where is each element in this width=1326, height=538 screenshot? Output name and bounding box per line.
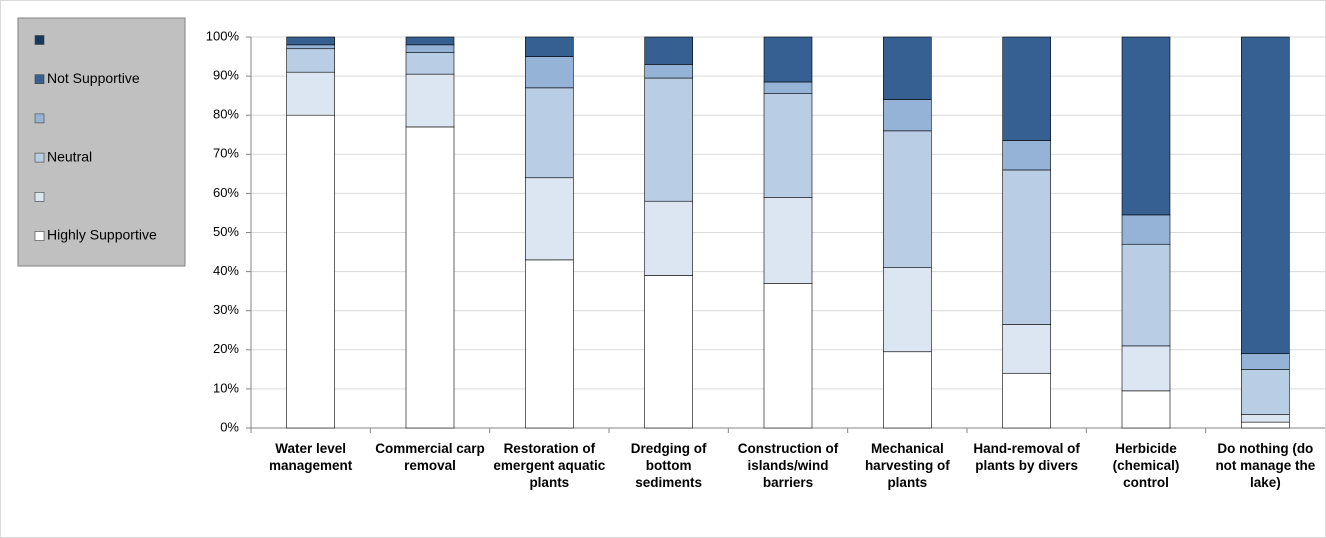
bar-segment — [1241, 369, 1290, 415]
y-tick-label: 10% — [213, 380, 239, 395]
legend-box — [17, 17, 186, 267]
bar-segment — [525, 56, 574, 89]
bar-segment — [1241, 421, 1290, 429]
y-tick-label: 40% — [213, 263, 239, 278]
x-tick-label: Commercial carp removal — [375, 441, 485, 473]
y-tick-label: 80% — [213, 107, 239, 122]
bar-segment — [286, 71, 335, 116]
bar-segment — [883, 351, 932, 429]
bar-segment — [405, 73, 455, 128]
y-tick-label: 50% — [213, 224, 239, 239]
legend-swatch — [34, 231, 45, 241]
bar-segment — [763, 283, 813, 429]
bar-segment — [883, 99, 932, 132]
x-tick-label: Construction of islands/wind barriers — [737, 441, 839, 490]
bar-segment — [644, 275, 693, 429]
bar-segment — [1002, 140, 1051, 171]
bar-segment — [763, 197, 813, 284]
legend-swatch — [34, 152, 45, 163]
bar-segment — [644, 77, 693, 202]
legend-swatch — [34, 35, 45, 45]
y-tick-label: 0% — [220, 419, 239, 434]
bar-segment — [405, 126, 455, 429]
bar-segment — [763, 36, 813, 83]
y-tick-label: 60% — [213, 185, 239, 200]
bar-segment — [883, 36, 932, 100]
bar-segment — [763, 93, 813, 198]
x-tick-label: Do nothing (do not manage the lake) — [1215, 441, 1316, 490]
bar-segment — [1002, 372, 1051, 429]
bar-segment — [1241, 36, 1290, 355]
x-tick-label: Water level management — [269, 441, 353, 473]
bar-segment — [525, 87, 574, 179]
x-tick-label: Hand-removal of plants by divers — [973, 441, 1080, 473]
bar-segment — [1241, 353, 1290, 370]
y-tick-label: 20% — [213, 341, 239, 356]
bar-segment — [1002, 169, 1051, 325]
legend-swatch — [34, 192, 45, 202]
x-tick-label: Dredging of bottom sediments — [630, 441, 707, 490]
bar-segment — [883, 267, 932, 353]
bar-segment — [286, 48, 335, 73]
bar-segment — [1241, 414, 1290, 423]
bar-segment — [1002, 324, 1051, 374]
legend-swatch — [34, 113, 45, 124]
x-tick-label: Mechanical harvesting of plants — [864, 441, 950, 490]
bar-segment — [525, 259, 574, 429]
bar-segment — [405, 36, 455, 46]
bar-segment — [1121, 36, 1171, 216]
bar-segment — [883, 130, 932, 268]
legend-swatch — [34, 74, 45, 84]
bar-segment — [1121, 390, 1171, 429]
x-tick-label: Restoration of emergent aquatic plants — [493, 441, 606, 490]
y-tick-label: 30% — [213, 302, 239, 317]
legend-label: Highly Supportive — [47, 227, 157, 243]
bar-segment — [644, 64, 693, 79]
legend-label: Not Supportive — [47, 70, 140, 86]
bar-segment — [1121, 345, 1171, 392]
bar-segment — [644, 200, 693, 276]
bar-segment — [405, 44, 455, 53]
bar-segment — [1121, 214, 1171, 245]
bar-segment — [525, 177, 574, 261]
bar-segment — [525, 36, 574, 57]
x-tick-label: Herbicide (chemical) control — [1112, 441, 1180, 490]
bar-segment — [1002, 36, 1051, 141]
bar-segment — [286, 114, 335, 429]
bar-segment — [286, 36, 335, 46]
legend-label: Neutral — [47, 148, 92, 164]
y-tick-label: 90% — [213, 68, 239, 83]
bar-segment — [1121, 243, 1171, 347]
bar-segment — [286, 44, 335, 50]
bar-segment — [405, 52, 455, 75]
bar-segment — [763, 81, 813, 94]
bar-segment — [644, 36, 693, 65]
y-tick-label: 100% — [206, 28, 240, 43]
y-tick-label: 70% — [213, 146, 239, 161]
